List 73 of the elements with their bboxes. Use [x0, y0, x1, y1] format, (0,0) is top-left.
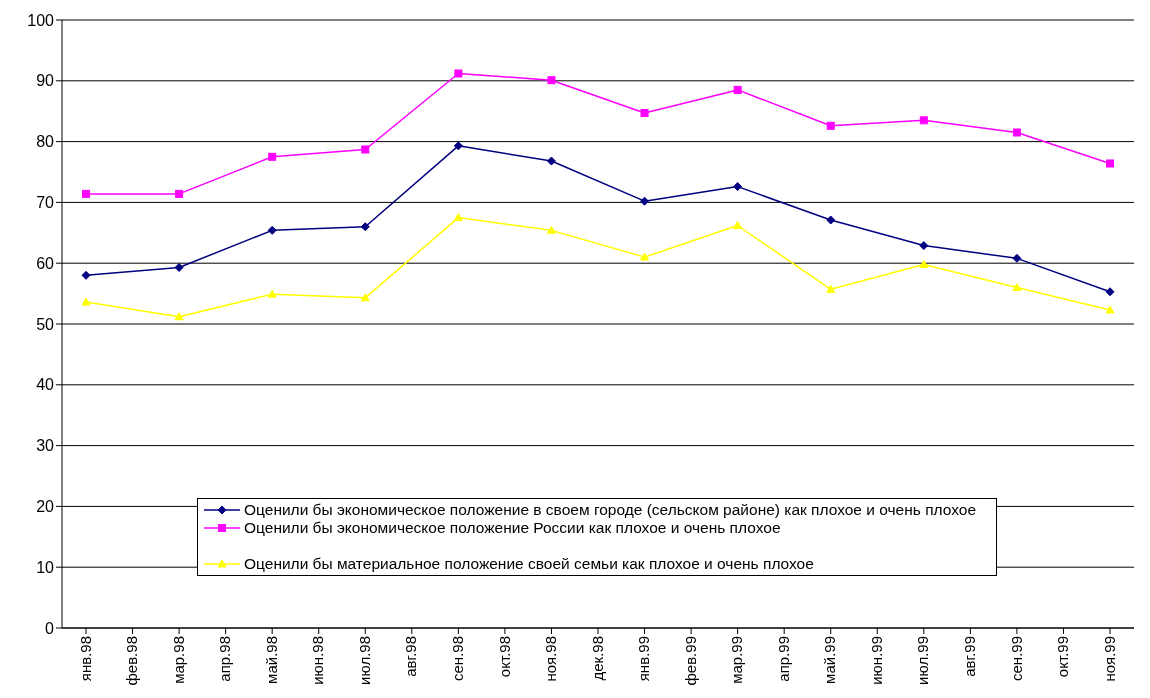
- x-tick-label: фев.98: [123, 636, 141, 686]
- point: [360, 293, 370, 302]
- x-tick-label: июл.98: [355, 636, 373, 685]
- point: [1012, 253, 1022, 263]
- point: [174, 262, 184, 272]
- point: [1106, 159, 1114, 168]
- point: [640, 109, 649, 118]
- point: [1105, 305, 1115, 314]
- y-tick-label: 90: [36, 72, 55, 90]
- x-tick-label: сен.99: [1007, 636, 1025, 681]
- point: [547, 76, 556, 85]
- point: [733, 85, 742, 94]
- point: [640, 196, 650, 206]
- x-tick-label: дек.98: [588, 636, 606, 681]
- y-tick-label: 60: [36, 254, 55, 272]
- y-tick-label: 50: [36, 315, 55, 333]
- y-tick-label: 100: [27, 11, 55, 29]
- x-tick-label: июл.99: [914, 636, 932, 685]
- point: [640, 252, 650, 261]
- x-tick-label: апр.98: [216, 636, 234, 682]
- x-tick-label: май.98: [262, 636, 280, 684]
- x-tick-label: авг.98: [402, 636, 420, 677]
- x-tick-label: июн.99: [867, 636, 885, 685]
- y-tick-label: 0: [45, 619, 55, 637]
- x-tick-label: сен.98: [449, 636, 467, 681]
- point: [267, 289, 277, 298]
- x-tick-label: янв.98: [76, 636, 94, 682]
- x-tick-label: фев.99: [681, 636, 699, 686]
- point: [453, 213, 463, 222]
- x-tick-label: ноя.98: [542, 636, 560, 682]
- point: [546, 156, 556, 166]
- point: [81, 270, 91, 280]
- point: [454, 69, 463, 78]
- point: [546, 225, 556, 234]
- point: [453, 141, 463, 151]
- point: [919, 241, 929, 251]
- x-tick-label: авг.99: [961, 636, 979, 677]
- y-tick-label: 70: [36, 194, 55, 212]
- legend-label: Оценили бы материальное положение своей семьи как плохое и очень плохое: [244, 555, 814, 573]
- point: [919, 259, 929, 268]
- x-tick-label: апр.99: [774, 636, 792, 682]
- point: [81, 297, 91, 306]
- x-tick-label: ноя.99: [1100, 636, 1118, 682]
- point: [174, 312, 184, 321]
- point: [919, 116, 928, 125]
- point: [1105, 287, 1115, 297]
- x-tick-label: мар.98: [169, 636, 187, 684]
- legend-label: Оценили бы экономическое положение в своем городе (сельском районе) как плохое и очень плохое: [244, 501, 977, 519]
- x-tick-label: янв.99: [635, 636, 653, 682]
- y-tick-label: 20: [36, 498, 55, 516]
- point: [360, 222, 370, 232]
- point: [268, 152, 277, 161]
- y-tick-label: 40: [36, 376, 55, 394]
- x-tick-label: окт.99: [1054, 636, 1072, 678]
- point: [82, 189, 90, 198]
- point: [267, 225, 277, 235]
- x-tick-label: июн.98: [309, 636, 327, 685]
- point: [733, 182, 743, 192]
- y-tick-label: 30: [36, 437, 55, 455]
- point: [361, 145, 370, 154]
- point: [826, 284, 836, 293]
- point: [826, 121, 835, 130]
- x-tick-label: мар.99: [728, 636, 746, 684]
- y-tick-label: 10: [36, 558, 55, 576]
- y-tick-label: 80: [36, 133, 55, 151]
- point: [1012, 283, 1022, 292]
- x-tick-label: окт.98: [495, 636, 513, 678]
- point: [1012, 128, 1021, 137]
- point: [175, 189, 184, 198]
- point: [826, 215, 836, 225]
- x-tick-label: май.99: [821, 636, 839, 684]
- point: [733, 221, 743, 229]
- legend-label: Оценили бы экономическое положение России как плохое и очень плохое: [244, 519, 781, 537]
